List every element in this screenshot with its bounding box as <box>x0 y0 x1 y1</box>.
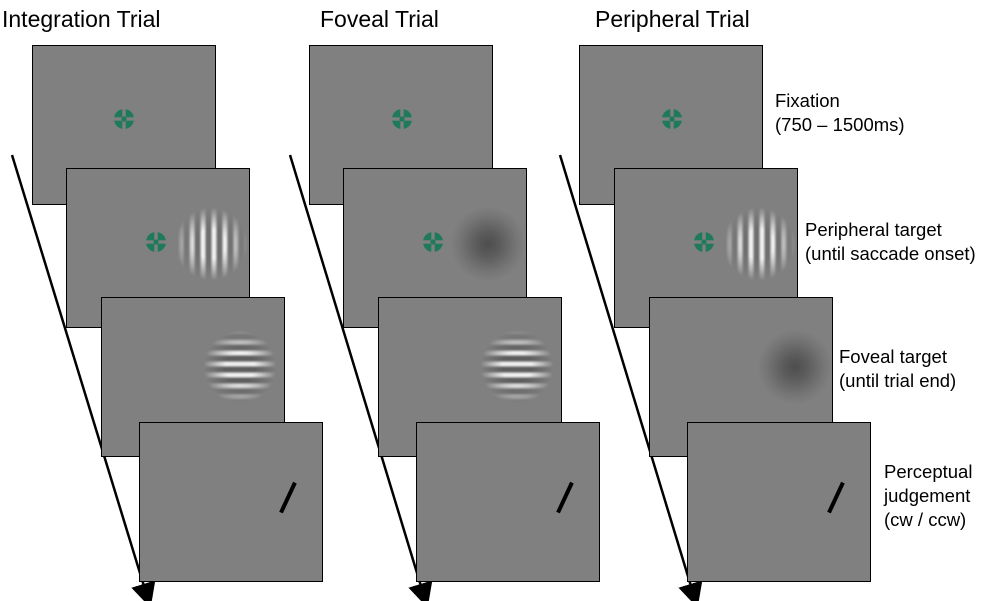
stage-label-line: (750 – 1500ms) <box>775 114 905 135</box>
stage-label-line: Foveal target <box>839 346 947 367</box>
fixation-target-icon <box>145 231 167 253</box>
fixation-target-icon <box>391 108 413 130</box>
fixation-target-icon <box>693 231 715 253</box>
stage-label-line: Peripheral target <box>805 219 942 240</box>
stage-label-peripheral-target: Peripheral target (until saccade onset) <box>805 218 976 266</box>
integration-judgement-screen <box>139 422 323 582</box>
dark-blob-patch <box>451 207 525 281</box>
stage-label-line: (until saccade onset) <box>805 243 976 264</box>
fixation-target-icon <box>422 231 444 253</box>
fixation-target-icon <box>113 108 135 130</box>
column-title-integration: Integration Trial <box>2 6 161 32</box>
column-title-foveal: Foveal Trial <box>320 6 439 32</box>
horizontal-gabor-patch <box>203 330 277 404</box>
response-probe-line <box>279 481 297 514</box>
response-probe-line <box>556 481 574 514</box>
vertical-gabor-patch <box>174 207 248 281</box>
dark-blob-patch <box>758 330 832 404</box>
time-arrow <box>10 154 156 601</box>
stage-label-line: Perceptual <box>884 461 973 482</box>
stage-label-line: (cw / ccw) <box>884 509 967 530</box>
horizontal-gabor-patch <box>480 330 554 404</box>
time-arrow <box>558 154 703 601</box>
peripheral-judgement-screen <box>687 422 871 582</box>
stage-label-foveal-target: Foveal target (until trial end) <box>839 345 956 393</box>
stage-label-line: Fixation <box>775 90 840 111</box>
fixation-target-icon <box>661 108 683 130</box>
stage-label-fixation: Fixation (750 – 1500ms) <box>775 89 905 137</box>
stage-label-perceptual-judgement: Perceptual judgement (cw / ccw) <box>884 460 972 532</box>
response-probe-line <box>827 481 845 514</box>
foveal-judgement-screen <box>416 422 600 582</box>
time-arrow <box>288 154 433 601</box>
stage-label-line: (until trial end) <box>839 370 957 391</box>
stage-label-line: judgement <box>884 485 971 506</box>
column-title-peripheral: Peripheral Trial <box>595 6 750 32</box>
vertical-gabor-patch <box>722 207 796 281</box>
